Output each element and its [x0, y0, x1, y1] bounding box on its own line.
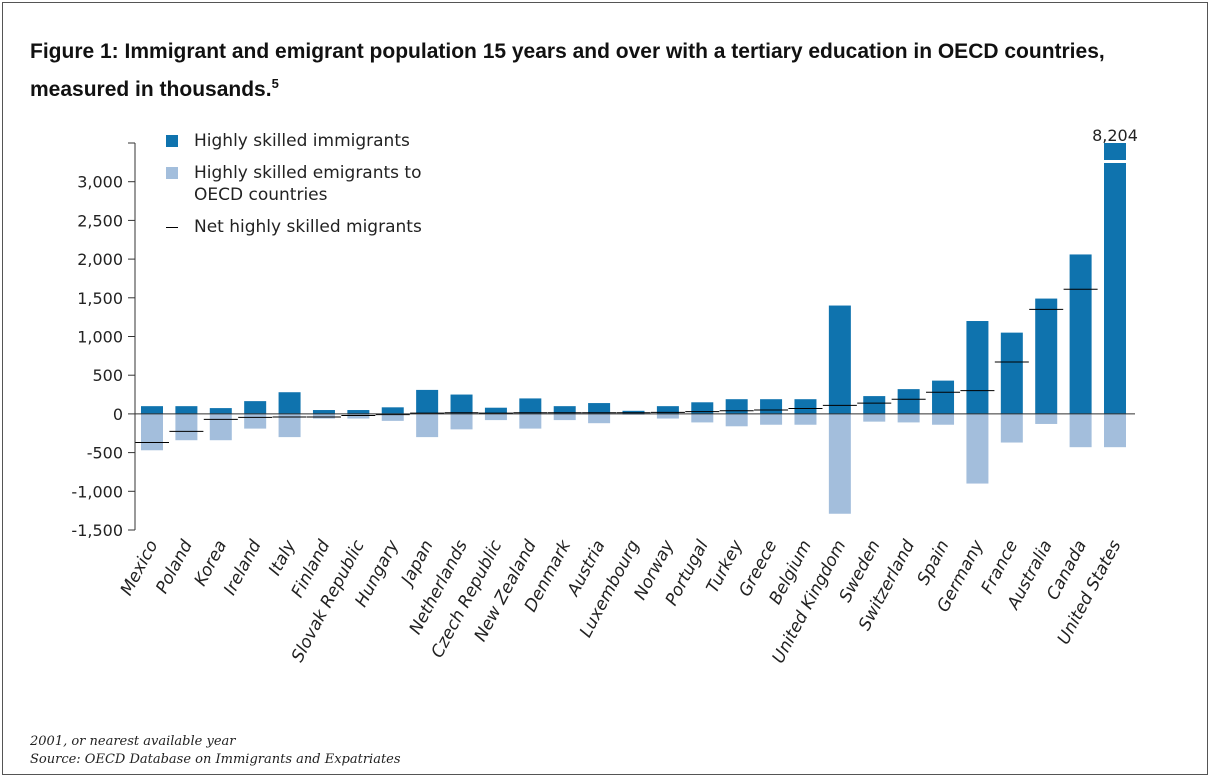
bar — [794, 413, 817, 425]
bar — [278, 392, 301, 414]
bar — [519, 398, 542, 414]
bar — [312, 410, 335, 414]
bar — [760, 399, 783, 414]
axis-break — [1103, 160, 1127, 163]
bar — [1035, 298, 1058, 414]
legend-key — [166, 167, 178, 179]
chart-title: Figure 1: Immigrant and emigrant populat… — [30, 36, 1190, 106]
bar — [175, 406, 198, 414]
bar — [141, 413, 163, 451]
legend-label: Highly skilled immigrants — [194, 131, 410, 151]
bar — [450, 394, 473, 414]
legend-key — [166, 135, 178, 147]
bar — [1069, 254, 1092, 414]
bar — [175, 413, 198, 441]
bar — [725, 399, 748, 414]
bar — [312, 413, 335, 419]
y-tick-label: 500 — [92, 366, 123, 385]
legend-label: Highly skilled emigrants to OECD countri… — [194, 163, 422, 205]
bar — [553, 413, 576, 421]
bar — [484, 413, 507, 421]
legend-item: Highly skilled emigrants to OECD countri… — [166, 162, 466, 206]
note: Source: OECD Database on Immigrants and … — [30, 752, 401, 767]
bar — [897, 389, 920, 414]
bar — [588, 413, 611, 424]
bar — [1104, 143, 1126, 414]
bar — [691, 413, 714, 423]
legend-item: Highly skilled immigrants — [166, 130, 466, 152]
bar — [553, 406, 576, 414]
bar — [450, 413, 473, 430]
y-tick-label: 2,500 — [77, 211, 123, 230]
bar — [1069, 413, 1092, 448]
bar — [1000, 332, 1023, 414]
bar — [725, 413, 748, 427]
bar — [209, 408, 232, 414]
legend-item: Net highly skilled migrants — [166, 216, 466, 238]
notes: 2001, or nearest available year Source: … — [30, 733, 401, 769]
bar — [1035, 413, 1058, 424]
bar — [966, 413, 989, 484]
y-tick-label: -500 — [87, 444, 123, 463]
bar — [794, 399, 817, 414]
bar — [484, 407, 507, 414]
bar — [656, 413, 679, 419]
bar — [244, 413, 267, 429]
bar — [347, 410, 370, 414]
bar — [932, 413, 955, 425]
bar — [897, 413, 920, 423]
bar — [141, 406, 163, 414]
note: 2001, or nearest available year — [30, 734, 236, 749]
bar — [416, 389, 439, 414]
y-tick-label: -1,000 — [71, 482, 123, 501]
bar — [863, 396, 886, 414]
legend-label: Net highly skilled migrants — [194, 217, 422, 237]
bar — [760, 413, 783, 425]
y-tick-label: 1,000 — [77, 328, 123, 347]
bar — [932, 380, 955, 414]
y-tick-label: 1,500 — [77, 289, 123, 308]
bar — [588, 403, 611, 414]
bar — [828, 305, 851, 414]
title-footnote: 5 — [271, 76, 279, 91]
bar — [416, 413, 439, 438]
y-tick-label: 3,000 — [77, 173, 123, 192]
legend: Highly skilled immigrants Highly skilled … — [166, 130, 466, 248]
bar — [209, 413, 232, 441]
bar — [863, 413, 886, 422]
bar — [966, 321, 989, 414]
title-text: Figure 1: Immigrant and emigrant populat… — [30, 40, 1105, 101]
bar — [1000, 413, 1023, 443]
bar — [828, 413, 851, 514]
bar — [691, 402, 714, 414]
bar — [381, 407, 404, 414]
value-label: 8,204 — [1092, 126, 1138, 145]
bar — [656, 406, 679, 414]
y-tick-label: 2,000 — [77, 250, 123, 269]
legend-key — [166, 227, 178, 228]
bar — [347, 413, 370, 419]
bar — [519, 413, 542, 429]
y-tick-label: 0 — [113, 405, 123, 424]
bar — [244, 401, 267, 414]
x-tick-label: Italy — [265, 536, 300, 579]
bar — [1104, 413, 1126, 448]
bar — [381, 413, 404, 421]
y-tick-label: -1,500 — [71, 521, 123, 540]
bar — [278, 413, 301, 438]
